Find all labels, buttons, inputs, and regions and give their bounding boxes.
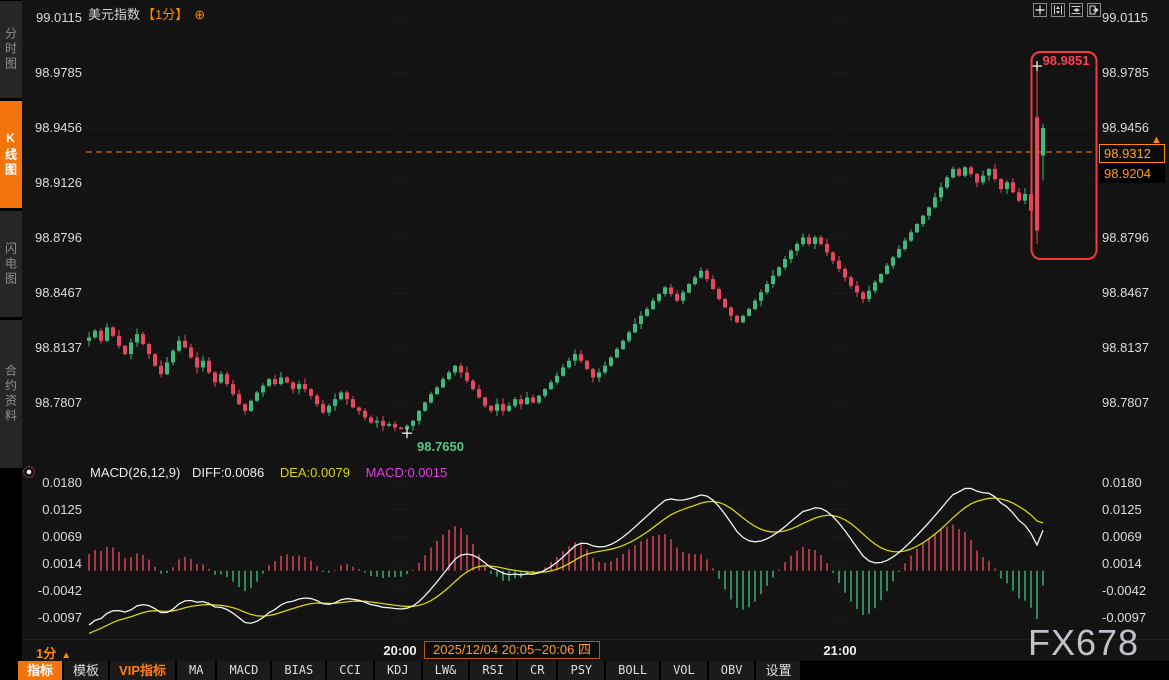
left-sidebar: 分时图 K线图闪电图合约资料 — [0, 0, 22, 680]
watermark: FX678 — [1028, 622, 1140, 663]
toolbar-tab-boll[interactable]: BOLL — [606, 661, 660, 680]
time-tick-2100: 21:00 — [823, 643, 857, 658]
macd-axis-label-left: -0.0097 — [37, 609, 82, 625]
sidebar-tab-1[interactable]: 分时图 — [0, 1, 22, 98]
macd-axis-label-left: 0.0180 — [42, 475, 82, 490]
price-axis-label-right: 98.7807 — [1102, 394, 1149, 410]
macd-params-label: MACD(26,12,9) — [90, 465, 181, 480]
high-price-label: 98.9851 — [1042, 53, 1090, 68]
exit-chart-icon[interactable] — [1087, 3, 1101, 17]
chart-tool-icons — [1033, 3, 1101, 17]
toolbar-tab-bias[interactable]: BIAS — [272, 661, 326, 680]
toolbar-tab-psy[interactable]: PSY — [558, 661, 605, 680]
macd-axis-label-left: 0.0125 — [42, 501, 82, 517]
price-axis-label-right: 98.8137 — [1102, 339, 1149, 355]
price-axis-label-left: 98.8137 — [35, 339, 82, 355]
toolbar-tab-obv[interactable]: OBV — [708, 661, 755, 680]
macd-axis-label-right: 0.0125 — [1102, 501, 1142, 517]
toolbar-tab-lw[interactable]: LW& — [422, 661, 469, 680]
toolbar-tab-cr[interactable]: CR — [518, 661, 557, 680]
period-indicator[interactable]: 1分 ▲ — [36, 643, 71, 662]
crosshair-icon[interactable] — [1033, 3, 1047, 17]
macd-marker-icon[interactable] — [23, 466, 35, 478]
toolbar-tab-cci[interactable]: CCI — [327, 661, 373, 680]
macd-macd-value: MACD:0.0015 — [365, 465, 448, 480]
toolbar-tab-kdj[interactable]: KDJ — [374, 661, 421, 680]
toolbar-tab-ma[interactable]: MA — [177, 661, 216, 680]
macd-axis-label-right: -0.0042 — [1102, 583, 1147, 599]
session-range-label: 2025/12/04 20:05~20:06 四 — [424, 641, 600, 659]
price-up-arrow-icon: ▲ — [1151, 134, 1162, 146]
time-tick-2000: 20:00 — [383, 643, 417, 658]
toolbar-tab-[interactable]: 指标 — [18, 661, 63, 680]
macd-axis-label-right: 0.0014 — [1102, 555, 1142, 571]
period-label: 【1分】 — [142, 7, 189, 22]
circle-plus-icon[interactable]: ⊕ — [194, 7, 206, 22]
macd-axis-label-left: 0.0014 — [42, 555, 82, 571]
current-price-label: 98.9312 — [1099, 144, 1165, 163]
price-axis-label-right: 98.9456 — [1102, 119, 1149, 135]
price-axis-label-left: 98.8796 — [35, 230, 82, 245]
secondary-price-label: 98.9204 — [1099, 164, 1165, 183]
price-axis-label-left: 98.8467 — [35, 284, 82, 300]
toolbar-tab-[interactable]: 模板 — [64, 661, 109, 680]
period-up-arrow-icon: ▲ — [61, 650, 72, 661]
macd-axis-label-left: -0.0042 — [37, 583, 82, 599]
sidebar-tab-2[interactable]: K线图 — [0, 101, 22, 208]
current-price-value: 98.9312 — [1104, 146, 1151, 161]
bottom-toolbar: 指标 模板 VIP指标 MA MACD BIAS CCI KDJ LW& RSI CR PSY BOLL… — [0, 661, 1169, 680]
toolbar-tab-macd[interactable]: MACD — [217, 661, 271, 680]
period-text: 1分 — [36, 646, 57, 661]
toolbar-tab-[interactable]: 设置 — [756, 661, 801, 680]
macd-dea-value: DEA:0.0079 — [279, 465, 350, 480]
chart-title: 美元指数 【1分】 ⊕ — [88, 4, 205, 23]
toolbar-tab-rsi[interactable]: RSI — [470, 661, 517, 680]
macd-header: MACD(26,12,9) DIFF:0.0086 DEA:0.0079 MAC… — [90, 465, 447, 480]
price-axis-label-right: 98.8796 — [1102, 230, 1149, 245]
horizontal-scale-icon[interactable] — [1069, 3, 1083, 17]
price-axis-label-right: 99.0115 — [1102, 10, 1149, 25]
macd-axis-label-right: -0.0097 — [1102, 609, 1147, 625]
macd-axis-label-left: 0.0069 — [42, 529, 82, 545]
sidebar-tab-3[interactable]: 闪电图 — [0, 211, 22, 317]
macd-axis-label-right: 0.0180 — [1102, 475, 1142, 490]
symbol-name: 美元指数 — [88, 7, 141, 22]
macd-axis-label-right: 0.0069 — [1102, 529, 1142, 545]
time-axis: 1分 ▲ 20:00 2025/12/04 20:05~20:06 四 21:00 — [22, 639, 1169, 661]
price-axis-label-left: 99.0115 — [35, 10, 82, 25]
toolbar-tab-vol[interactable]: VOL — [661, 661, 707, 680]
price-axis-label-left: 98.9456 — [35, 119, 82, 135]
price-axis-label-right: 98.8467 — [1102, 284, 1149, 300]
price-axis-label-right: 98.9785 — [1102, 65, 1149, 81]
sidebar-tab-4[interactable]: 合约资料 — [0, 320, 22, 468]
vertical-scale-icon[interactable] — [1051, 3, 1065, 17]
macd-diff-value: DIFF:0.0086 — [191, 465, 265, 480]
price-axis-label-left: 98.9126 — [35, 174, 82, 190]
low-price-label: 98.7650 — [417, 439, 464, 454]
price-axis-label-left: 98.7807 — [35, 394, 82, 410]
toolbar-tab-vip[interactable]: VIP指标 — [110, 661, 175, 680]
price-axis-label-left: 98.9785 — [35, 65, 82, 81]
